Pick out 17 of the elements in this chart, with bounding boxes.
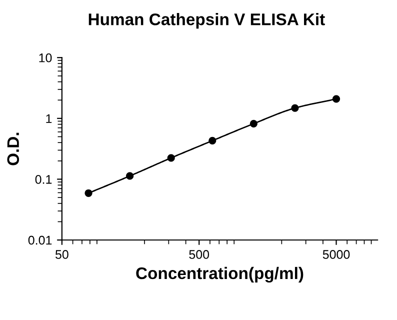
x-tick-label: 500 [189,250,210,259]
point [291,104,299,112]
chart-title: Human Cathepsin V ELISA Kit [88,13,325,29]
y-tick-label: 1 [46,114,52,123]
point [84,189,92,197]
x-tick-label: 50 [55,250,68,259]
point [250,120,258,128]
point [126,172,134,180]
y-tick-label: 0.01 [28,236,52,245]
point [208,136,216,145]
point [167,154,175,162]
y-tick-label: 0.1 [35,175,52,184]
y-axis-title: O.D. [7,132,20,166]
x-axis-title: Concentration(pg/ml) [136,266,304,283]
point [332,95,340,103]
y-tick-label: 10 [39,53,52,62]
x-tick-label: 5000 [322,250,350,259]
